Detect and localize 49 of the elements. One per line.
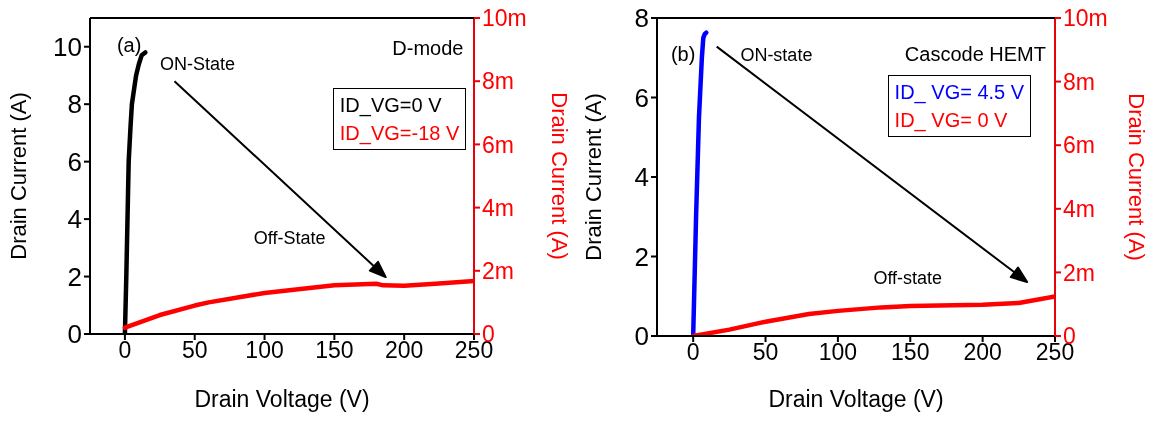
- x-tick-label: 200: [963, 339, 1002, 366]
- annotation: ON-State: [160, 54, 236, 75]
- annotation: (a): [116, 33, 142, 56]
- y-tick-label: 2: [634, 241, 649, 272]
- y-axis-title: Drain Current (A): [5, 92, 31, 260]
- x-axis-title: Drain Voltage (V): [768, 386, 944, 412]
- y-axis-title: Drain Current (A): [580, 93, 606, 261]
- annotation: (b): [670, 43, 696, 66]
- x-tick-label: 150: [315, 337, 354, 364]
- text: ID_ VG= 4.5 V: [894, 80, 1025, 106]
- y2-tick-label: 8m: [482, 68, 514, 95]
- y-tick-label: 4: [67, 204, 82, 235]
- text: ID_VG=-18 V: [339, 120, 460, 147]
- y-tick-label: 8: [67, 89, 82, 120]
- y-tick-label: 6: [634, 82, 649, 113]
- y-tick-label: 2: [67, 261, 82, 292]
- x-tick-label: 100: [245, 337, 284, 364]
- x-axis-title: Drain Voltage (V): [194, 386, 370, 412]
- y-tick-label: 10: [53, 31, 82, 62]
- x-tick-label: 200: [384, 337, 424, 364]
- annotation: Off-state: [873, 267, 943, 288]
- x-tick-label: 150: [891, 339, 930, 366]
- y2-tick-label: 8m: [1063, 68, 1095, 95]
- x-tick-label: 0: [686, 339, 700, 366]
- x-tick-label: 50: [181, 337, 208, 364]
- x-tick-label: 100: [818, 339, 858, 366]
- y2-tick-label: 4m: [1063, 195, 1095, 222]
- x-tick-label: 50: [752, 339, 779, 366]
- y2-tick-label: 6m: [1063, 132, 1095, 159]
- text: ID_VG=0 V: [339, 92, 443, 119]
- y2-axis-title: Drain Current (A): [547, 92, 573, 260]
- annotation: ON-state: [740, 44, 813, 65]
- y2-tick-label: 10m: [1063, 5, 1108, 32]
- text: ID_ VG= 0 V: [894, 108, 1009, 134]
- y2-tick-label: 4m: [482, 194, 514, 221]
- annotation: Off-State: [253, 227, 326, 248]
- y-tick-label: 8: [634, 3, 649, 34]
- y2-tick-label: 2m: [1063, 259, 1095, 286]
- y2-tick-label: 6m: [482, 131, 514, 158]
- line-series: [690, 294, 1055, 336]
- y-tick-label: 4: [634, 162, 649, 193]
- annotation: Cascode HEMT: [904, 43, 1046, 66]
- y2-tick-label: 10m: [482, 5, 527, 32]
- line-series: [122, 278, 474, 330]
- y2-tick-label: 2m: [482, 257, 514, 284]
- y-tick-label: 6: [67, 146, 82, 177]
- y2-axis-title: Drain Current (A): [1124, 93, 1150, 261]
- annotation: D-mode: [392, 36, 464, 59]
- x-tick-label: 0: [118, 337, 132, 364]
